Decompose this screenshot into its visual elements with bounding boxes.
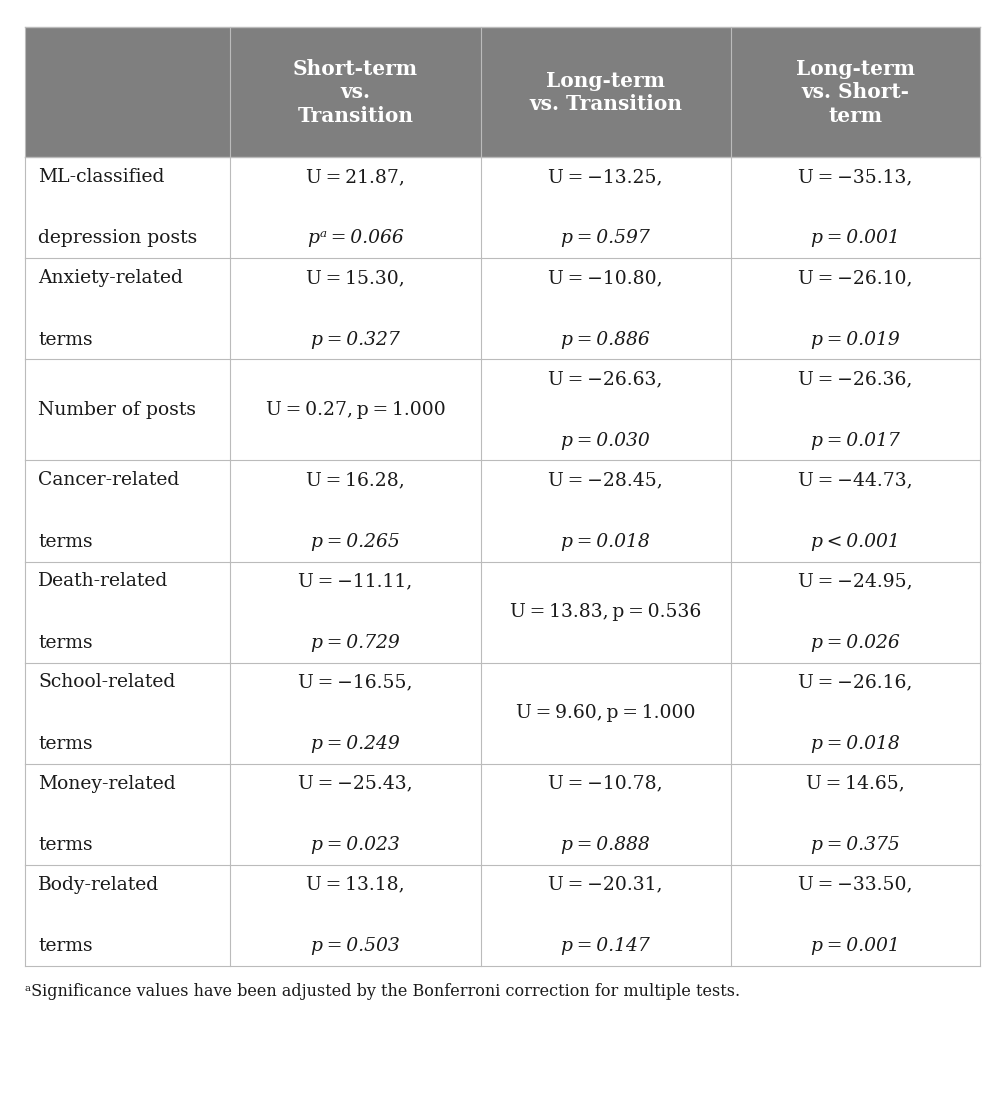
Text: p = 0.249: p = 0.249 [312, 735, 400, 753]
Text: terms: terms [38, 735, 92, 753]
Text: p = 0.375: p = 0.375 [811, 836, 899, 854]
Text: U = −16.55,: U = −16.55, [298, 674, 413, 691]
Text: U = 13.18,: U = 13.18, [307, 876, 405, 893]
Text: U = 16.28,: U = 16.28, [307, 471, 405, 489]
Text: p = 0.597: p = 0.597 [561, 230, 650, 247]
Text: p = 0.026: p = 0.026 [811, 634, 899, 652]
Text: U = −24.95,: U = −24.95, [798, 573, 913, 590]
Text: U = −11.11,: U = −11.11, [298, 573, 413, 590]
Text: terms: terms [38, 634, 92, 652]
Text: U = −13.25,: U = −13.25, [549, 168, 663, 186]
Text: U = 15.30,: U = 15.30, [307, 269, 405, 287]
Text: p = 0.017: p = 0.017 [811, 432, 899, 449]
Text: School-related: School-related [38, 674, 176, 691]
Text: U = −26.10,: U = −26.10, [798, 269, 913, 287]
Text: Death-related: Death-related [38, 573, 169, 590]
Text: Cancer-related: Cancer-related [38, 471, 180, 489]
Text: ML-classified: ML-classified [38, 168, 165, 186]
Text: U = −26.63,: U = −26.63, [549, 370, 663, 388]
Text: Money-related: Money-related [38, 775, 176, 792]
Bar [25, 258, 980, 359]
Bar [25, 157, 980, 258]
Text: p = 0.019: p = 0.019 [811, 331, 899, 348]
Text: terms: terms [38, 937, 92, 955]
Text: terms: terms [38, 836, 92, 854]
Bar [25, 764, 980, 865]
Text: U = −26.36,: U = −26.36, [798, 370, 913, 388]
Text: U = 13.83, p = 0.536: U = 13.83, p = 0.536 [510, 603, 701, 621]
Text: U = −26.16,: U = −26.16, [798, 674, 913, 691]
Text: Short-term
vs.
Transition: Short-term vs. Transition [292, 59, 418, 125]
Text: terms: terms [38, 331, 92, 348]
Text: U = 9.60, p = 1.000: U = 9.60, p = 1.000 [516, 704, 695, 722]
Text: p = 0.888: p = 0.888 [561, 836, 650, 854]
Text: U = −44.73,: U = −44.73, [798, 471, 913, 489]
Text: Long-term
vs. Transition: Long-term vs. Transition [529, 70, 682, 114]
Bar [25, 663, 980, 764]
Text: U = −33.50,: U = −33.50, [798, 876, 913, 893]
Text: Anxiety-related: Anxiety-related [38, 269, 183, 287]
Text: depression posts: depression posts [38, 230, 197, 247]
Bar [25, 562, 980, 663]
Text: U = 21.87,: U = 21.87, [307, 168, 405, 186]
Text: p = 0.018: p = 0.018 [811, 735, 899, 753]
Text: U = −20.31,: U = −20.31, [549, 876, 663, 893]
Text: U = −10.78,: U = −10.78, [549, 775, 663, 792]
Text: U = −35.13,: U = −35.13, [798, 168, 913, 186]
Text: p = 0.729: p = 0.729 [312, 634, 400, 652]
Text: U = −10.80,: U = −10.80, [549, 269, 663, 287]
Text: U = −25.43,: U = −25.43, [298, 775, 413, 792]
Text: p = 0.503: p = 0.503 [312, 937, 400, 955]
Text: p = 0.023: p = 0.023 [312, 836, 400, 854]
Text: p = 0.886: p = 0.886 [561, 331, 650, 348]
Text: p = 0.001: p = 0.001 [811, 230, 899, 247]
Text: p = 0.030: p = 0.030 [561, 432, 650, 449]
Text: U = −28.45,: U = −28.45, [549, 471, 663, 489]
Bar [25, 865, 980, 966]
Text: p = 0.265: p = 0.265 [312, 533, 400, 551]
Text: Body-related: Body-related [38, 876, 160, 893]
Text: p = 0.327: p = 0.327 [312, 331, 400, 348]
Text: ᵃSignificance values have been adjusted by the Bonferroni correction for multipl: ᵃSignificance values have been adjusted … [25, 983, 741, 999]
Text: U = 0.27, p = 1.000: U = 0.27, p = 1.000 [265, 401, 445, 419]
Text: U = 14.65,: U = 14.65, [806, 775, 904, 792]
Text: p < 0.001: p < 0.001 [811, 533, 899, 551]
Text: Number of posts: Number of posts [38, 401, 196, 419]
Text: p = 0.001: p = 0.001 [811, 937, 899, 955]
Bar [25, 460, 980, 562]
Text: p = 0.018: p = 0.018 [561, 533, 650, 551]
Text: p = 0.147: p = 0.147 [561, 937, 650, 955]
Bar [25, 359, 980, 460]
Bar [25, 27, 980, 157]
Text: terms: terms [38, 533, 92, 551]
Text: pᵃ = 0.066: pᵃ = 0.066 [308, 230, 403, 247]
Text: Long-term
vs. Short-
term: Long-term vs. Short- term [796, 59, 915, 125]
